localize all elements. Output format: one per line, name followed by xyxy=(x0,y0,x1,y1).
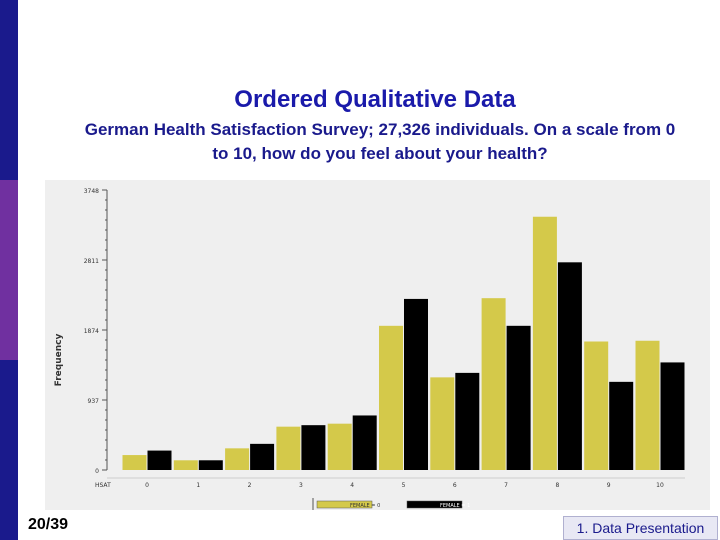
sidebar-accent xyxy=(0,180,18,360)
x-tick-label: 8 xyxy=(555,482,559,489)
bar-female-0-9 xyxy=(584,341,609,470)
y-tick-label: 0 xyxy=(95,468,99,475)
y-tick-label: 3748 xyxy=(84,188,99,195)
x-tick-label: 3 xyxy=(299,482,303,489)
x-tick-label: 7 xyxy=(504,482,508,489)
chart-panel: 0 937 1874 2811 3748 HSAT 0 1 2 3 4 5 6 7 8 9 10 FEMALE… xyxy=(45,180,710,510)
x-tick-label: 1 xyxy=(196,482,200,489)
bar-female-1-4 xyxy=(352,415,377,470)
bar-female-0-6 xyxy=(430,377,455,470)
legend: FEMALE = 0 FEMALE = 1 xyxy=(312,498,470,510)
y-tick-label: 1874 xyxy=(84,328,99,335)
bar-female-0-3 xyxy=(276,426,301,470)
slide-number: 20/39 xyxy=(28,516,69,533)
bar-female-0-10 xyxy=(635,340,660,470)
legend-label-0: FEMALE = 0 xyxy=(350,503,380,509)
legend-swatch-0 xyxy=(316,500,373,509)
bar-female-1-6 xyxy=(455,372,480,470)
bar-female-0-4 xyxy=(327,423,352,470)
legend-swatch-1 xyxy=(406,500,463,509)
bar-female-1-5 xyxy=(404,298,428,470)
x-tick-label: 0 xyxy=(145,482,149,489)
bar-female-0-5 xyxy=(379,325,403,470)
x-tick-label: 10 xyxy=(656,482,664,489)
bar-female-1-3 xyxy=(301,425,326,470)
y-axis-label: Frequency xyxy=(54,334,64,387)
bar-female-1-1 xyxy=(198,460,223,470)
bar-female-0-0 xyxy=(122,455,147,470)
bar-female-0-7 xyxy=(481,298,506,470)
bar-female-1-8 xyxy=(557,262,582,470)
bar-female-1-7 xyxy=(506,325,531,470)
sidebar-decoration xyxy=(0,0,18,540)
x-tick-label: 4 xyxy=(350,482,354,489)
y-axis: 0 937 1874 2811 3748 xyxy=(84,188,108,475)
bar-female-0-2 xyxy=(225,448,250,470)
bar-female-0-8 xyxy=(532,216,557,470)
x-tick-label: 5 xyxy=(402,482,406,489)
histogram-chart: 0 937 1874 2811 3748 HSAT 0 1 2 3 4 5 6 7 8 9 10 FEMALE… xyxy=(54,188,685,510)
bar-female-1-0 xyxy=(147,450,172,470)
legend-label-1: FEMALE = 1 xyxy=(440,503,470,509)
slide-subtitle: German Health Satisfaction Survey; 27,32… xyxy=(84,120,676,163)
x-tick-label: 2 xyxy=(248,482,252,489)
bar-female-1-2 xyxy=(250,443,275,470)
bar-female-1-10 xyxy=(660,362,685,470)
x-tick-label: 6 xyxy=(453,482,457,489)
bar-female-1-9 xyxy=(609,381,634,470)
y-tick-label: 2811 xyxy=(84,258,99,265)
y-tick-label: 937 xyxy=(88,398,100,405)
section-label: 1. Data Presentation xyxy=(563,516,718,540)
bar-female-0-1 xyxy=(173,460,198,470)
bars-group xyxy=(122,216,685,470)
slide-title: Ordered Qualitative Data xyxy=(234,86,516,113)
x-axis-label: HSAT xyxy=(95,482,111,489)
x-tick-label: 9 xyxy=(607,482,611,489)
x-axis: HSAT 0 1 2 3 4 5 6 7 8 9 10 xyxy=(95,477,685,489)
